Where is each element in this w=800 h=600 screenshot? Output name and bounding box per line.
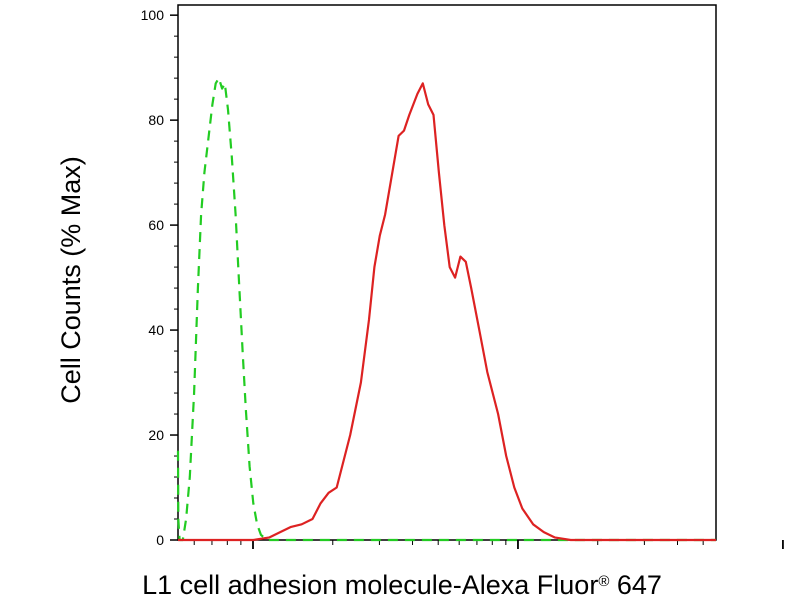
y-tick-label: 60 (148, 217, 164, 233)
plot-frame (177, 4, 717, 541)
y-tick-label: 40 (148, 322, 164, 338)
y-tick-label: 100 (141, 7, 165, 23)
x-axis-title-suffix: 647 (609, 570, 662, 600)
y-tick-label: 80 (148, 112, 164, 128)
y-tick-label: 20 (148, 427, 164, 443)
plot-area: 0 20 40 60 80 100 (141, 4, 784, 549)
y-axis-title: Cell Counts (% Max) (56, 156, 86, 404)
x-axis-title-main: L1 cell adhesion molecule-Alexa Fluor (142, 570, 598, 600)
sample-curve (178, 82, 716, 542)
isotype-control-curve (176, 77, 716, 542)
y-tick-label: 0 (156, 532, 164, 548)
x-axis-title-superscript: ® (598, 573, 609, 590)
x-axis-title: L1 cell adhesion molecule-Alexa Fluor® 6… (142, 570, 662, 600)
